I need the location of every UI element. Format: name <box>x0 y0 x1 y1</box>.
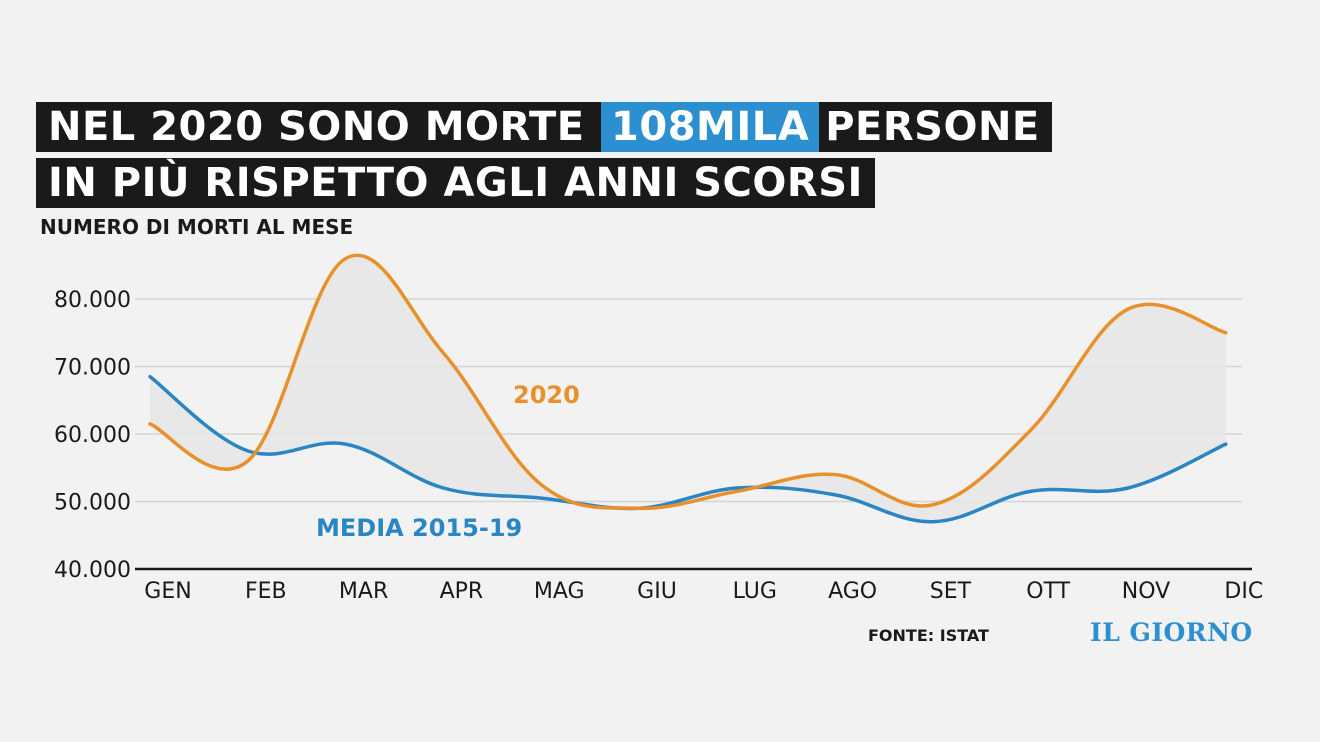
y-tick-label: 70.000 <box>54 356 131 381</box>
series-label-media: MEDIA 2015-19 <box>316 514 522 542</box>
series-line-2020 <box>148 253 1228 511</box>
x-tick-label: GEN <box>144 579 191 604</box>
il-giorno-logo: IL GIORNO <box>1090 618 1253 647</box>
series-line-media-2015-19 <box>148 374 1228 524</box>
chart-subtitle: NUMERO DI MORTI AL MESE <box>40 215 354 239</box>
y-tick-label: 80.000 <box>54 288 131 313</box>
x-tick-labels: GEN FEB MAR APR MAG GIU LUG AGO SET OTT NOV DIC <box>144 579 1263 604</box>
x-tick-label: AGO <box>828 579 877 604</box>
x-tick-label: APR <box>440 579 484 604</box>
title-line-1-before: NEL 2020 SONO MORTE <box>48 104 585 150</box>
y-tick-label: 40.000 <box>54 558 131 583</box>
x-tick-label: FEB <box>245 579 287 604</box>
title-line-1-after: PERSONE <box>825 104 1040 150</box>
title-line-2: IN PIÙ RISPETTO AGLI ANNI SCORSI <box>36 158 875 208</box>
x-tick-label: LUG <box>733 579 777 604</box>
y-tick-labels: 40.000 50.000 60.000 70.000 80.000 <box>54 288 131 583</box>
title-highlight: 108MILA <box>601 102 820 152</box>
x-tick-label: MAG <box>534 579 585 604</box>
y-tick-label: 60.000 <box>54 423 131 448</box>
series-label-2020: 2020 <box>513 381 580 409</box>
x-tick-label: SET <box>930 579 972 604</box>
x-tick-label: NOV <box>1122 579 1170 604</box>
x-tick-label: GIU <box>637 579 677 604</box>
x-tick-label: OTT <box>1026 579 1070 604</box>
title-line-1: NEL 2020 SONO MORTE 108MILA PERSONE <box>36 102 1052 152</box>
x-tick-label: MAR <box>339 579 388 604</box>
y-tick-label: 50.000 <box>54 491 131 516</box>
x-tick-label: DIC <box>1224 579 1263 604</box>
source-note: FONTE: ISTAT <box>868 626 989 645</box>
